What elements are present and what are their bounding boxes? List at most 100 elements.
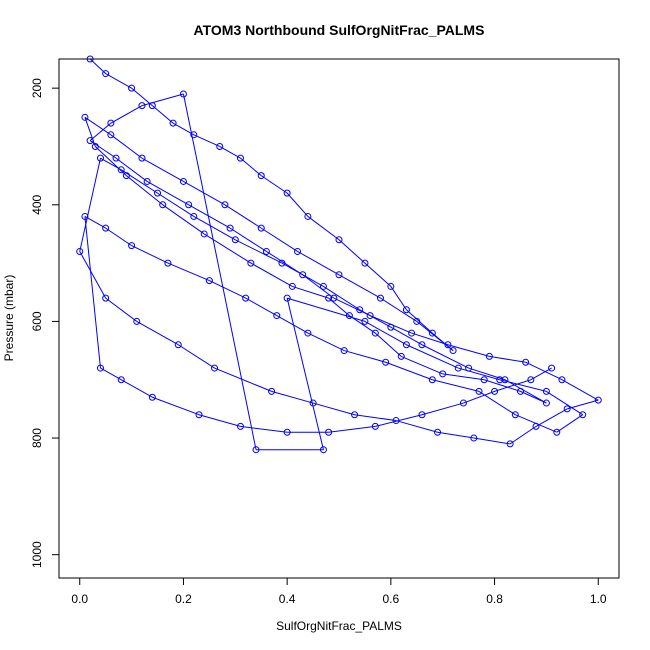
series-segment xyxy=(458,367,500,381)
data-point xyxy=(216,142,224,150)
data-point xyxy=(179,90,187,98)
data-point xyxy=(81,212,89,220)
data-point xyxy=(117,376,125,384)
y-tick-label: 800 xyxy=(30,428,44,448)
x-tick-label: 1.0 xyxy=(590,592,607,606)
data-point xyxy=(179,177,187,185)
data-point xyxy=(86,137,94,145)
series-segment xyxy=(172,122,195,136)
series-segment xyxy=(525,361,563,381)
data-point xyxy=(594,396,602,404)
series-segment xyxy=(401,355,443,375)
data-point xyxy=(558,376,566,384)
series-segment xyxy=(162,204,205,235)
series-segment xyxy=(338,274,381,299)
series-segment xyxy=(338,239,366,264)
data-point xyxy=(325,428,333,436)
data-point xyxy=(294,247,302,255)
y-tick-label: 200 xyxy=(30,78,44,98)
data-point xyxy=(485,352,493,360)
x-tick-label: 0.0 xyxy=(71,592,88,606)
series-segment xyxy=(380,297,418,322)
series-segment xyxy=(364,320,407,346)
series-segment xyxy=(131,87,153,107)
data-point xyxy=(262,247,270,255)
series-segment xyxy=(152,396,200,416)
data-point xyxy=(242,294,250,302)
data-point xyxy=(148,102,156,110)
data-point xyxy=(511,411,519,419)
data-point xyxy=(299,271,307,279)
data-point xyxy=(278,259,286,267)
series-segment xyxy=(177,344,215,369)
data-point xyxy=(402,341,410,349)
series-segment xyxy=(297,251,340,276)
data-point xyxy=(304,329,312,337)
series-segment xyxy=(286,192,309,217)
series-segment xyxy=(494,379,532,392)
series-segment xyxy=(198,414,241,427)
series-segment xyxy=(323,286,361,311)
data-point xyxy=(107,131,115,139)
series-segment xyxy=(219,146,241,159)
data-point xyxy=(107,119,115,127)
series-segment xyxy=(110,105,143,124)
data-point xyxy=(325,294,333,302)
data-point xyxy=(376,294,384,302)
series-segment xyxy=(260,227,298,252)
data-point xyxy=(465,364,473,372)
series-segment xyxy=(110,134,143,159)
series-segment xyxy=(416,321,454,351)
series-segment xyxy=(561,379,599,401)
series-segment xyxy=(146,181,189,206)
series-segment xyxy=(307,332,345,352)
x-tick-label: 0.6 xyxy=(383,592,400,606)
data-point xyxy=(459,399,467,407)
data-point xyxy=(96,154,104,162)
data-point xyxy=(112,154,120,162)
series-segment xyxy=(509,425,537,445)
series-segment xyxy=(354,414,397,422)
data-point xyxy=(257,224,265,232)
series-segment xyxy=(182,93,257,450)
series-segment xyxy=(157,192,195,217)
data-point xyxy=(470,434,478,442)
series-segment xyxy=(530,367,552,381)
series-segment xyxy=(240,425,288,433)
series-segment xyxy=(79,158,101,252)
data-point xyxy=(579,411,587,419)
data-point xyxy=(174,341,182,349)
series-segment xyxy=(115,157,148,182)
series-segment xyxy=(421,402,464,416)
data-point xyxy=(491,387,499,395)
series-segment xyxy=(136,320,179,346)
data-point xyxy=(397,352,405,360)
series-segment xyxy=(473,437,511,445)
data-point xyxy=(138,102,146,110)
series-segment xyxy=(307,216,340,241)
series-segment xyxy=(235,239,283,264)
series-segment xyxy=(84,117,96,147)
data-point xyxy=(444,341,452,349)
series-segment xyxy=(312,402,355,416)
series-segment xyxy=(203,233,252,264)
data-point xyxy=(148,393,156,401)
data-point xyxy=(190,131,198,139)
series-segment xyxy=(556,414,583,433)
data-point xyxy=(345,312,353,320)
series-segment xyxy=(84,116,112,136)
series-segment xyxy=(193,134,220,147)
data-point xyxy=(195,411,203,419)
series-segment xyxy=(292,285,329,299)
y-tick-label: 1000 xyxy=(30,541,44,568)
data-point xyxy=(231,236,239,244)
series-segment xyxy=(120,169,158,194)
data-point xyxy=(122,172,130,180)
series-segment xyxy=(276,315,309,334)
data-point xyxy=(164,259,172,267)
x-tick-label: 0.4 xyxy=(279,592,296,606)
series-segment xyxy=(535,408,568,427)
data-point xyxy=(480,376,488,384)
data-point xyxy=(408,329,416,337)
